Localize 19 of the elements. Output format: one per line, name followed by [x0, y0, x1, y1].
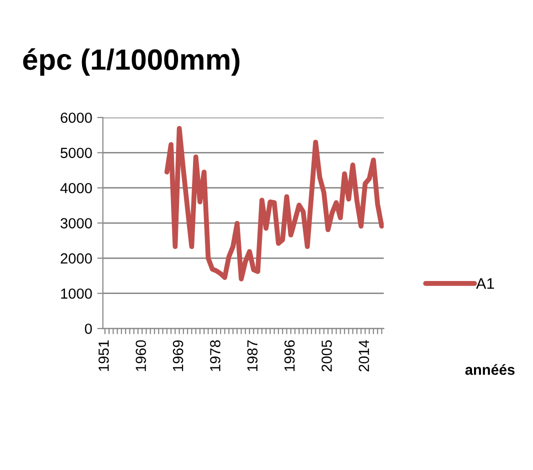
y-tick-label: 3000: [60, 218, 92, 228]
x-tick-label: 1960: [136, 340, 146, 371]
text: annéés: [465, 364, 515, 375]
x-tick-label: 1978: [210, 340, 220, 371]
line-series: [164, 126, 384, 282]
x-tick-label: 1996: [284, 340, 295, 371]
y-tick-label: 2000: [60, 253, 92, 264]
y-tick-label: 1000: [61, 288, 92, 299]
legend-label: A1: [476, 278, 494, 289]
y-tick-label: 0: [84, 324, 92, 334]
x-tick-label: 1969: [172, 340, 184, 371]
y-tick-label: 5000: [60, 148, 92, 158]
chart-title: épc (1/1000mm): [23, 48, 240, 76]
x-tick-label: 1987: [247, 340, 258, 371]
x-tick-label: 1951: [98, 340, 109, 371]
x-tick-label: 2005: [322, 340, 332, 372]
y-tick-label: 6000: [60, 112, 92, 123]
x-tick-label: 2014: [358, 340, 370, 372]
y-tick-label: 4000: [60, 182, 92, 194]
